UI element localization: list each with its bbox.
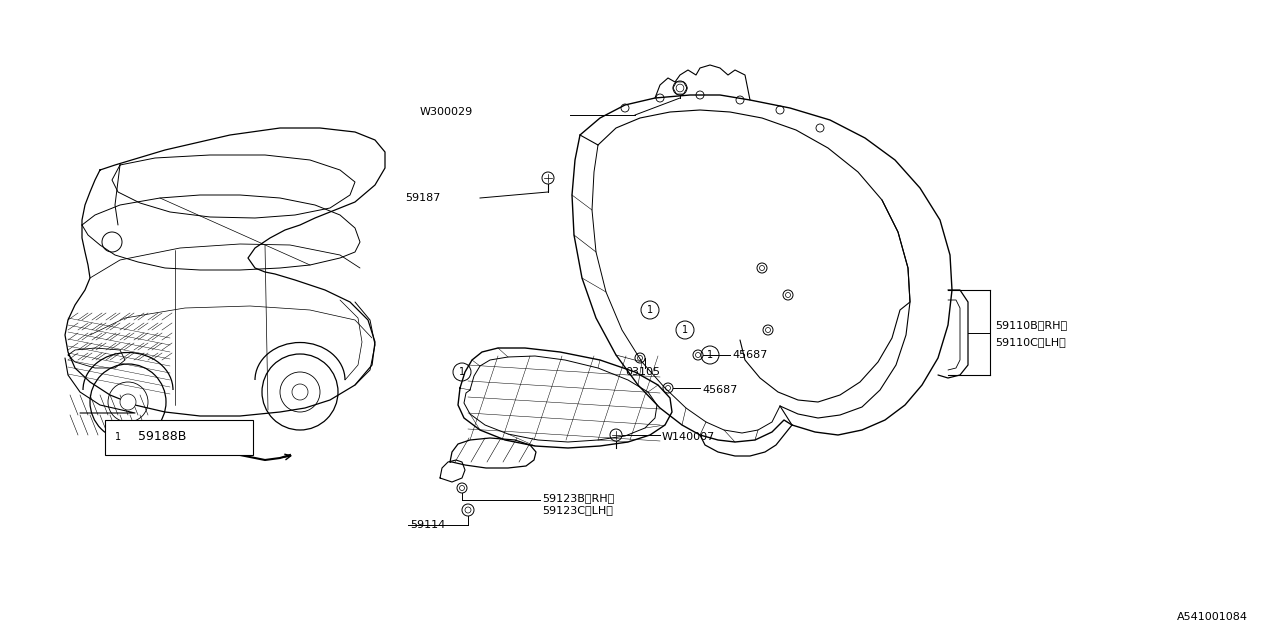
Text: 59188B: 59188B — [138, 431, 187, 444]
Text: 45687: 45687 — [701, 385, 737, 395]
Text: W140007: W140007 — [662, 432, 716, 442]
Text: 59123C〈LH〉: 59123C〈LH〉 — [541, 505, 613, 515]
Text: 1: 1 — [115, 432, 122, 442]
Circle shape — [292, 384, 308, 400]
Text: 1: 1 — [460, 367, 465, 377]
Text: 1: 1 — [682, 325, 689, 335]
Text: A541001084: A541001084 — [1178, 612, 1248, 622]
Text: 45687: 45687 — [732, 350, 768, 360]
Text: 1: 1 — [707, 350, 713, 360]
FancyBboxPatch shape — [105, 420, 253, 455]
Text: 59110B〈RH〉: 59110B〈RH〉 — [995, 320, 1068, 330]
Text: W300029: W300029 — [420, 107, 474, 117]
Text: 1: 1 — [646, 305, 653, 315]
Text: 59114: 59114 — [410, 520, 445, 530]
Text: 59123B〈RH〉: 59123B〈RH〉 — [541, 493, 614, 503]
Text: 59187: 59187 — [404, 193, 440, 203]
Text: 03105: 03105 — [625, 367, 660, 377]
Circle shape — [120, 394, 136, 410]
Text: 59110C〈LH〉: 59110C〈LH〉 — [995, 337, 1066, 347]
